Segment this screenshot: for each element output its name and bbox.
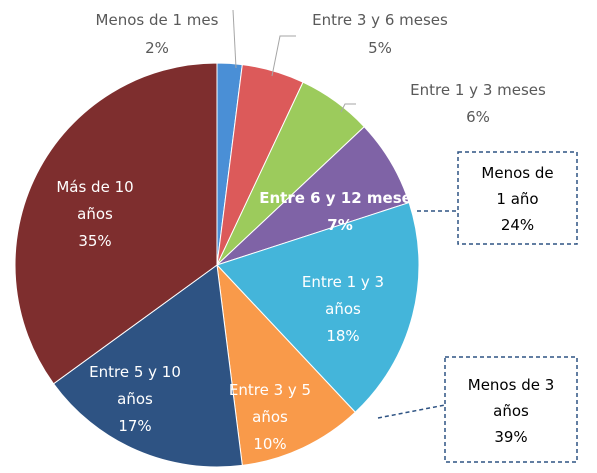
slice-label: Menos de 1 mes [96,11,219,29]
slice-label: Entre 6 y 12 meses [259,189,421,207]
pie-slice [216,263,356,466]
leader-line [340,103,356,113]
slice-label: Entre 1 y 3 meses [410,81,546,99]
pie-slice [52,264,243,468]
slice-value-label: 10% [253,435,286,453]
slice-value-label: 7% [327,216,352,234]
callout-text: Menos de 3 años [468,376,555,420]
callout-connector [377,404,446,419]
pie-slice [14,62,218,385]
slice-label: Entre 1 y 3 años [302,273,384,318]
callout-text: Menos de 1 año [481,164,553,208]
leader-line [232,9,237,69]
slice-label: Entre 5 y 10 años [89,363,181,408]
leader-line [271,35,296,77]
callout-box [457,151,578,245]
slice-label: Entre 3 y 6 meses [312,11,448,29]
slice-value-label: 17% [118,417,151,435]
pie-slice [216,201,420,413]
slice-value-label: 35% [78,232,111,250]
slice-value-label: 18% [326,327,359,345]
callout-box [444,356,578,463]
callout-value: 39% [494,428,527,446]
slice-label: Más de 10 años [56,178,133,223]
callout-value: 24% [501,216,534,234]
slice-label: Entre 3 y 5 años [229,381,311,426]
slice-value-label: 6% [466,108,490,126]
slice-value-label: 2% [145,39,169,57]
slice-value-label: 5% [368,39,392,57]
